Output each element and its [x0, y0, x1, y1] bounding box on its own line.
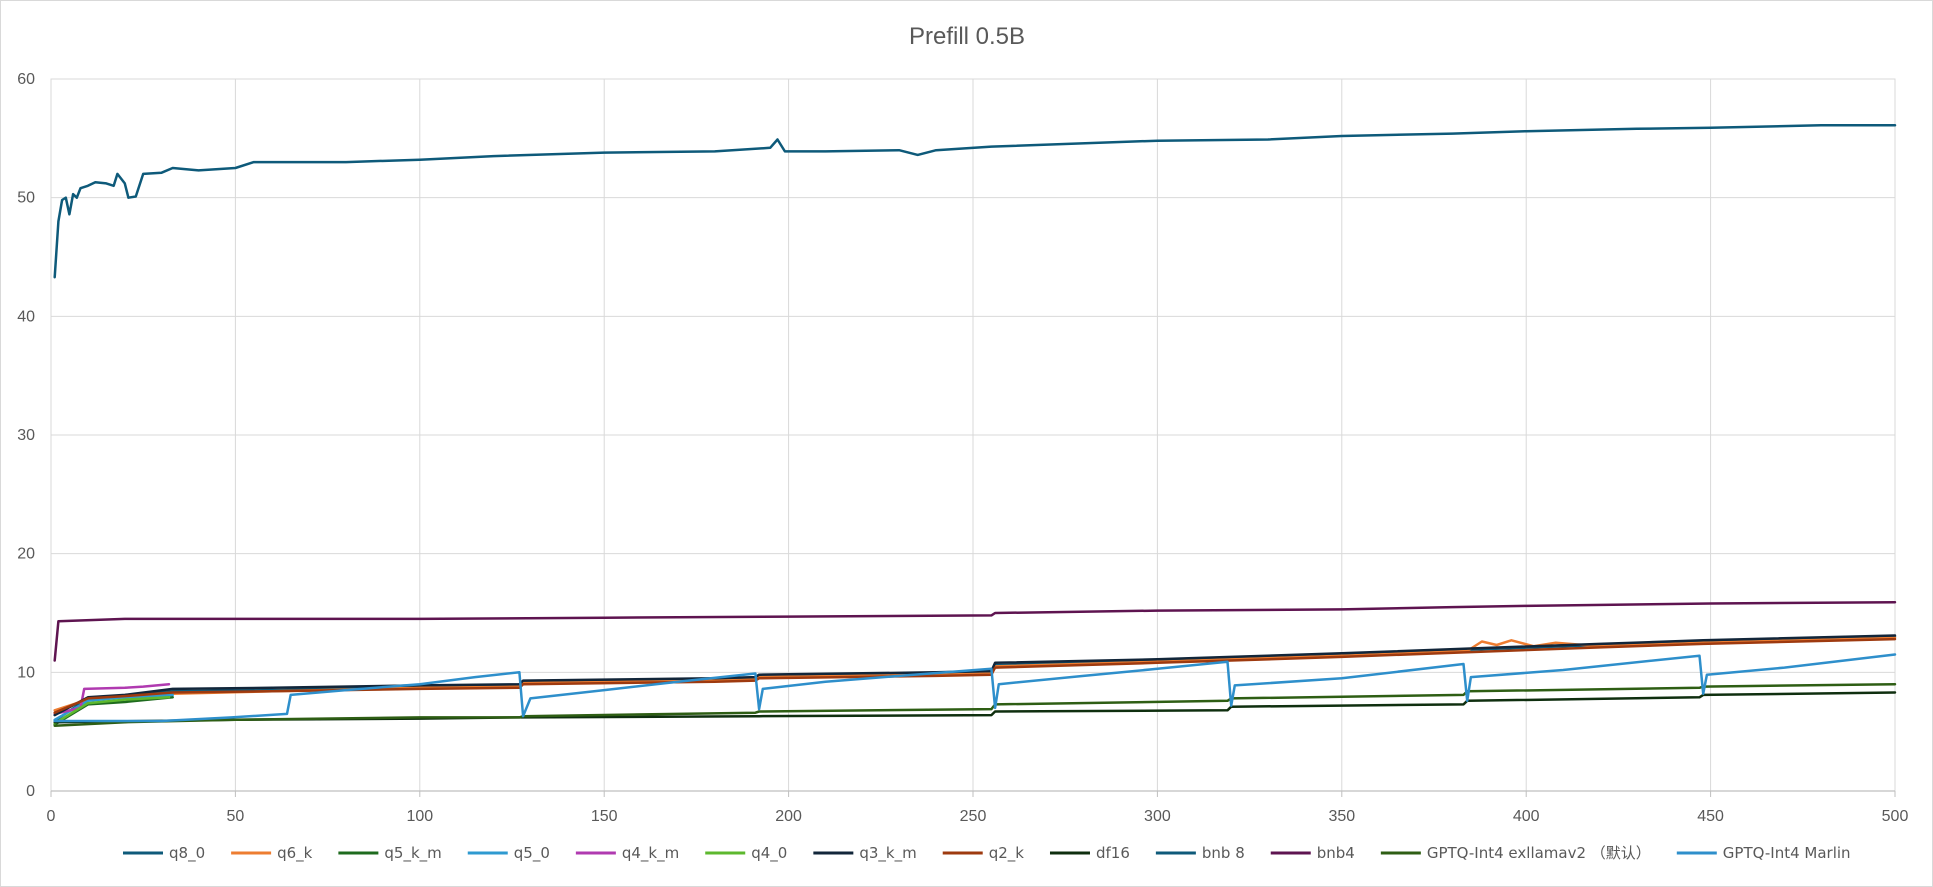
y-tick-label: 10 [17, 664, 35, 681]
x-tick-label: 100 [406, 808, 433, 825]
legend-label-1: q6_k [277, 844, 313, 863]
y-tick-label: 40 [17, 308, 35, 325]
y-tick-label: 20 [17, 546, 35, 563]
x-tick-label: 200 [775, 808, 802, 825]
x-tick-label: 300 [1144, 808, 1171, 825]
x-tick-label: 0 [47, 808, 56, 825]
legend-label-12: GPTQ-Int4 Marlin [1723, 844, 1851, 862]
series-line-9 [53, 124, 1897, 279]
y-tick-label: 0 [26, 783, 35, 800]
x-tick-label: 250 [960, 808, 987, 825]
x-tick-label: 450 [1697, 808, 1724, 825]
chart-title: Prefill 0.5B [909, 23, 1025, 50]
x-tick-label: 150 [591, 808, 618, 825]
legend-label-3: q5_0 [514, 844, 550, 863]
x-tick-label: 350 [1328, 808, 1355, 825]
x-tick-label: 50 [227, 808, 245, 825]
series-line-10 [53, 601, 1897, 662]
legend-label-10: bnb4 [1317, 844, 1355, 862]
x-tick-label: 400 [1513, 808, 1540, 825]
legend-label-11: GPTQ-Int4 exllamav2 （默认） [1427, 844, 1651, 862]
legend-label-4: q4_k_m [622, 844, 679, 863]
legend-label-7: q2_k [989, 844, 1025, 863]
y-tick-label: 50 [17, 190, 35, 207]
legend-label-0: q8_0 [169, 844, 205, 863]
y-tick-label: 60 [17, 71, 35, 88]
series-line-6 [53, 634, 1897, 717]
x-tick-label: 500 [1882, 808, 1909, 825]
series-line-5 [53, 696, 171, 725]
series-line-7 [53, 637, 1897, 714]
legend-label-2: q5_k_m [384, 844, 441, 863]
series-line-11 [53, 682, 1897, 727]
legend-label-9: bnb 8 [1202, 844, 1245, 862]
grid [50, 78, 1896, 792]
legend-label-5: q4_0 [751, 844, 787, 863]
series-line-12 [53, 653, 1897, 723]
y-tick-label: 30 [17, 427, 35, 444]
axes: 0 10 20 30 40 50 60 0 50 100 150 200 250 300 350 400 450… [17, 71, 1908, 825]
legend: q8_0 q6_k q5_k_m q5_0 q4_k_m q4_0 q3_k_m q2_k df… [123, 844, 1851, 863]
legend-label-8: df16 [1096, 844, 1130, 862]
legend-label-6: q3_k_m [859, 844, 916, 863]
series-lines [53, 124, 1897, 727]
